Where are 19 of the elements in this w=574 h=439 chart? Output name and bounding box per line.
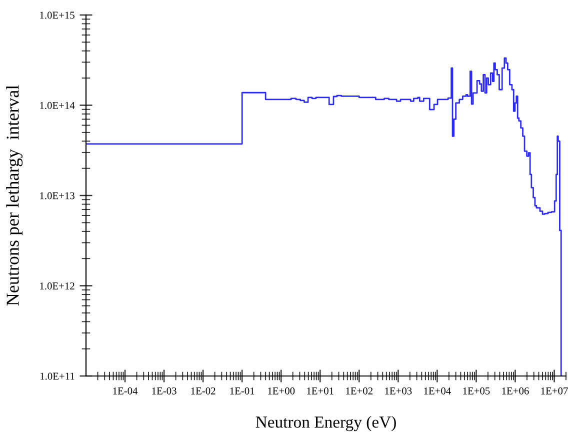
x-tick-label: 1E-01 (230, 387, 254, 394)
x-tick-label: 1E+02 (346, 387, 373, 394)
y-tick-label: 1.0E+12 (40, 282, 74, 290)
x-tick-label: 1E+00 (268, 387, 295, 394)
x-tick-label: 1E+07 (541, 387, 568, 394)
x-tick-label: 1E+03 (385, 387, 412, 394)
y-tick-label: 1.0E+13 (40, 192, 74, 200)
x-tick-label: 1E+06 (502, 387, 529, 394)
y-axis-title: Neutrons per lethargy interval (6, 85, 23, 306)
x-tick-label: 1E-02 (191, 387, 216, 394)
y-tick-label: 1.0E+14 (40, 102, 75, 110)
x-tick-label: 1E+05 (463, 387, 490, 394)
x-tick-label: 1E-04 (113, 387, 138, 394)
x-tick-label: 1E+04 (424, 387, 451, 394)
y-tick-label: 1.0E+15 (40, 12, 74, 19)
x-axis-title: Neutron Energy (eV) (256, 416, 396, 432)
x-tick-label: 1E+01 (307, 387, 334, 394)
x-tick-label: 1E-03 (152, 387, 176, 394)
y-tick-label: 1.0E+11 (40, 372, 74, 380)
